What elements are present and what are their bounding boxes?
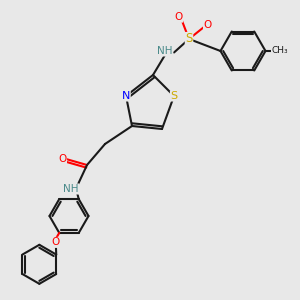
Text: O: O <box>203 20 212 31</box>
Text: O: O <box>52 237 60 248</box>
Text: NH: NH <box>157 46 173 56</box>
Text: S: S <box>170 91 178 101</box>
Text: S: S <box>185 32 193 46</box>
Text: N: N <box>122 91 130 101</box>
Text: O: O <box>58 154 67 164</box>
Text: CH₃: CH₃ <box>272 46 288 56</box>
Text: O: O <box>174 12 183 22</box>
Text: NH: NH <box>63 184 79 194</box>
